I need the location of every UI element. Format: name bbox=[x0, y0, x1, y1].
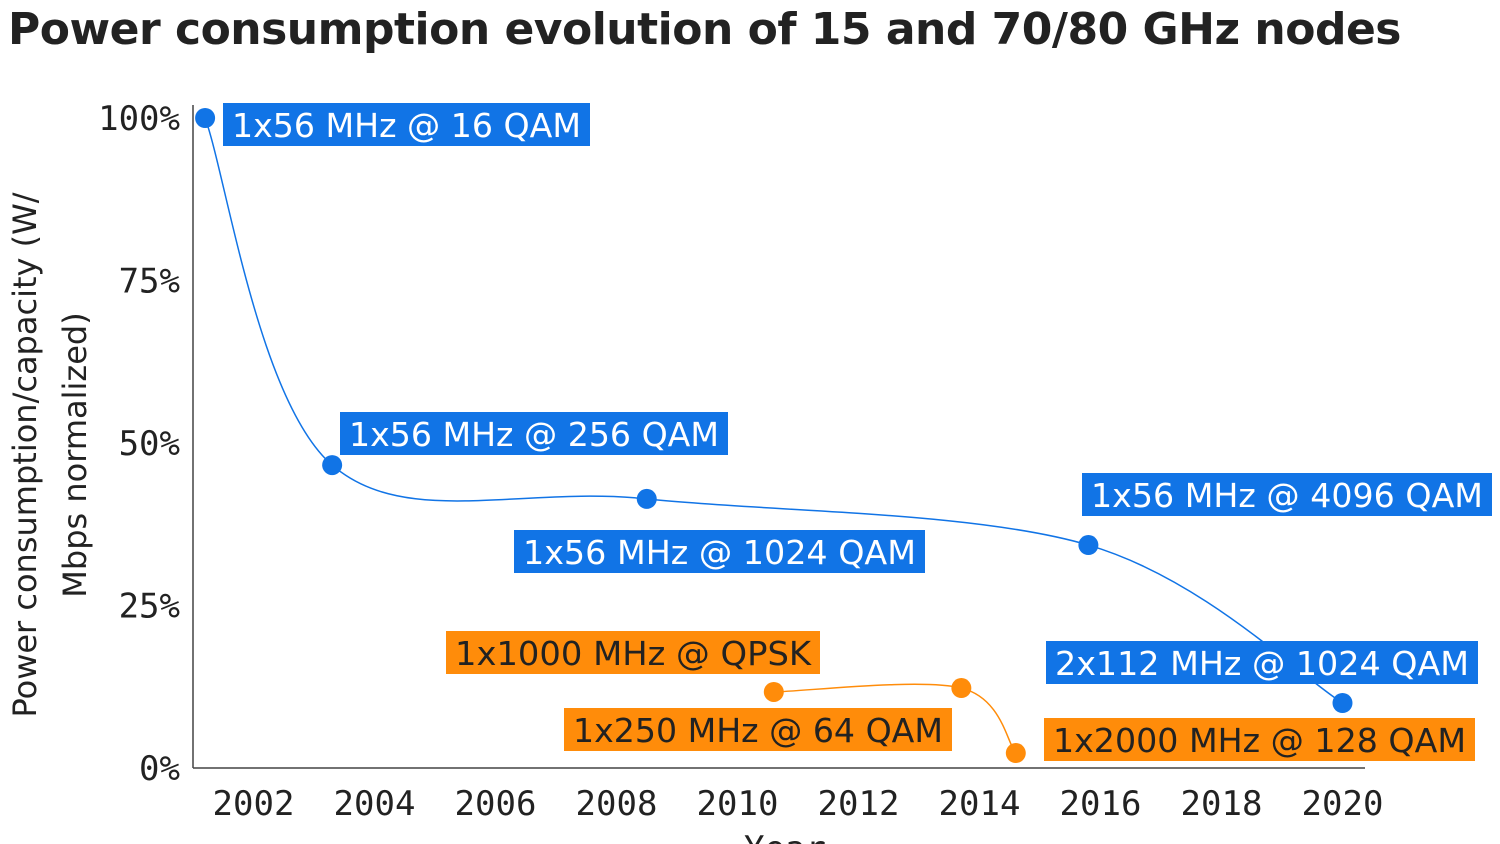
data-label: 1x1000 MHz @ QPSK bbox=[455, 634, 812, 673]
data-label: 1x250 MHz @ 64 QAM bbox=[573, 711, 943, 750]
series-line bbox=[204, 117, 1343, 704]
x-tick-label: 2010 bbox=[697, 784, 779, 824]
x-axis-title: Year bbox=[744, 829, 826, 844]
x-tick-label: 2002 bbox=[213, 784, 295, 824]
data-label: 1x56 MHz @ 16 QAM bbox=[232, 106, 581, 145]
data-label: 1x56 MHz @ 256 QAM bbox=[349, 415, 719, 454]
data-label-box bbox=[564, 708, 952, 751]
data-point bbox=[763, 681, 784, 702]
data-label: 2x112 MHz @ 1024 QAM bbox=[1055, 644, 1469, 683]
x-tick-label: 2014 bbox=[939, 784, 1021, 824]
data-point bbox=[1078, 535, 1099, 556]
data-point bbox=[951, 678, 972, 699]
y-tick-label: 25% bbox=[119, 587, 180, 627]
data-label-box bbox=[446, 631, 820, 674]
x-tick-label: 2012 bbox=[818, 784, 900, 824]
data-label-box bbox=[223, 103, 590, 146]
x-tick-label: 2008 bbox=[576, 784, 658, 824]
y-tick-label: 100% bbox=[98, 99, 180, 139]
data-label-box bbox=[1044, 718, 1475, 761]
data-label: 1x56 MHz @ 1024 QAM bbox=[523, 533, 916, 572]
data-point bbox=[636, 488, 657, 509]
data-label-box bbox=[514, 530, 925, 573]
y-tick-label: 50% bbox=[119, 424, 180, 464]
data-point bbox=[1005, 743, 1026, 764]
y-axis-title: Mbps normalized) bbox=[56, 312, 94, 597]
data-label-box bbox=[1046, 641, 1478, 684]
data-label-box bbox=[1082, 473, 1492, 516]
data-point bbox=[195, 108, 216, 128]
x-tick-label: 2020 bbox=[1302, 784, 1384, 824]
chart-title: Power consumption evolution of 15 and 70… bbox=[8, 4, 1401, 55]
x-tick-label: 2018 bbox=[1181, 784, 1263, 824]
x-tick-label: 2016 bbox=[1060, 784, 1142, 824]
data-point bbox=[1332, 693, 1353, 713]
data-label: 1x2000 MHz @ 128 QAM bbox=[1053, 721, 1466, 760]
y-axis-title: Power consumption/capacity (W/ bbox=[6, 192, 44, 717]
data-point bbox=[322, 455, 343, 476]
y-tick-label: 75% bbox=[119, 262, 180, 302]
data-label-box bbox=[340, 412, 728, 455]
x-tick-label: 2006 bbox=[455, 784, 537, 824]
data-label: 1x56 MHz @ 4096 QAM bbox=[1091, 476, 1483, 515]
y-tick-label: 0% bbox=[139, 749, 180, 789]
x-tick-label: 2004 bbox=[334, 784, 416, 824]
